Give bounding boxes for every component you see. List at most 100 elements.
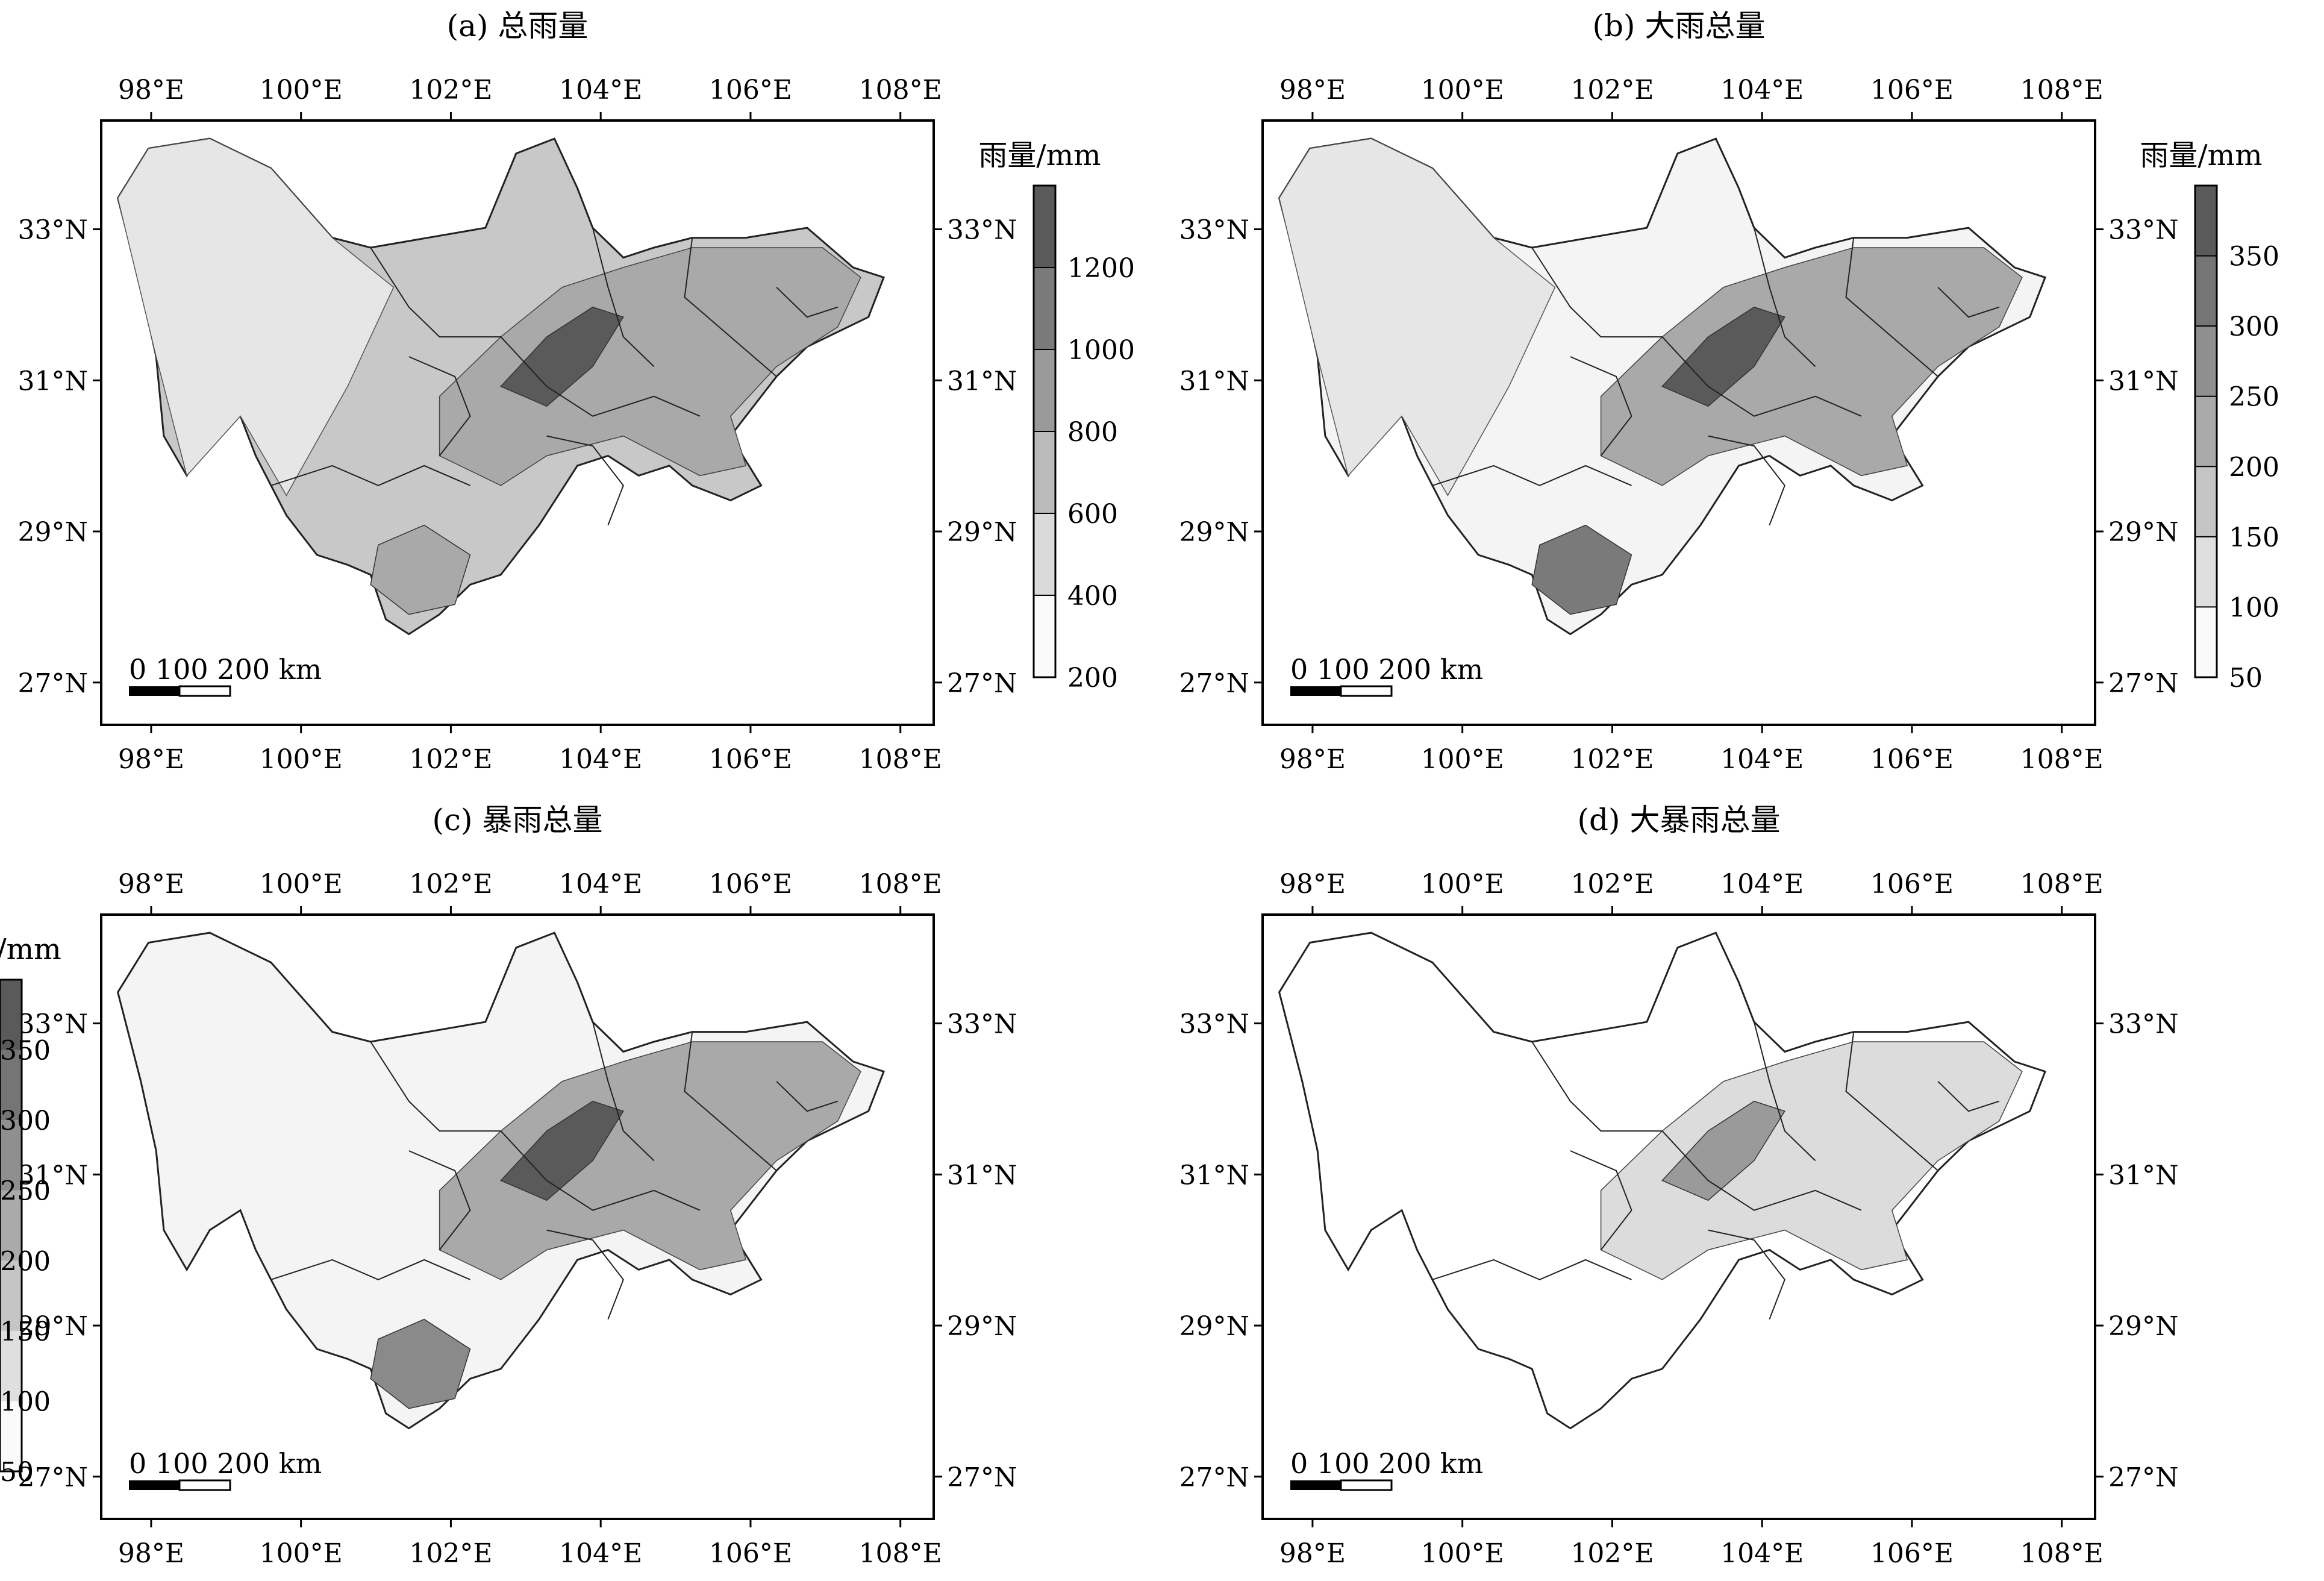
colorbar-tick-label: 1200 bbox=[1067, 253, 1135, 284]
lon-label: 102°E bbox=[1570, 75, 1654, 105]
lon-label: 106°E bbox=[709, 744, 792, 775]
county-boundary bbox=[500, 336, 701, 417]
lon-label: 98°E bbox=[118, 869, 184, 900]
lat-label: 31°N bbox=[2108, 366, 2179, 396]
lon-label: 106°E bbox=[709, 869, 792, 900]
county-boundary bbox=[370, 1041, 501, 1132]
colorbar-segment bbox=[0, 1120, 22, 1191]
lat-label: 27°N bbox=[18, 1462, 89, 1493]
lat-label: 29°N bbox=[2108, 1311, 2179, 1342]
scale-bar-label: 0 100 200 km bbox=[1290, 1447, 1483, 1480]
lon-label: 102°E bbox=[409, 75, 492, 105]
county-boundary bbox=[1531, 247, 1663, 338]
lon-label: 100°E bbox=[1421, 75, 1504, 105]
southern-rain-region bbox=[370, 524, 471, 615]
lon-label: 104°E bbox=[1720, 1538, 1804, 1569]
colorbar-tick-label: 250 bbox=[2229, 382, 2279, 413]
lon-label: 100°E bbox=[260, 1538, 343, 1569]
lat-label: 27°N bbox=[2108, 1462, 2179, 1493]
colorbar-title: 雨量/mm bbox=[0, 933, 61, 966]
lon-label: 104°E bbox=[1720, 744, 1804, 775]
scale-bar-white bbox=[178, 1479, 231, 1491]
scale-bar-black bbox=[1290, 1480, 1341, 1490]
county-boundary bbox=[1845, 237, 1938, 377]
colorbar-segment bbox=[2195, 326, 2217, 396]
scale-bar-white bbox=[178, 685, 231, 697]
county-boundary bbox=[1661, 1130, 1862, 1211]
colorbar-segment bbox=[0, 1401, 22, 1471]
county-boundary bbox=[270, 465, 470, 486]
lon-label: 104°E bbox=[559, 869, 642, 900]
colorbar-segment bbox=[0, 1190, 22, 1261]
panel-title: (a) 总雨量 bbox=[447, 8, 589, 43]
county-boundary bbox=[1753, 1021, 1816, 1162]
colorbar-tick-label: 800 bbox=[1067, 417, 1118, 448]
scale-bar-label: 0 100 200 km bbox=[129, 653, 322, 686]
scale-bar-black bbox=[1290, 686, 1341, 696]
colorbar-title: 雨量/mm bbox=[2140, 139, 2262, 172]
colorbar-segment bbox=[0, 1260, 22, 1331]
scale-bar-black bbox=[129, 686, 180, 696]
lon-label: 104°E bbox=[559, 1538, 642, 1569]
lon-label: 102°E bbox=[409, 1538, 492, 1569]
county-boundary bbox=[1937, 287, 2000, 318]
lon-label: 108°E bbox=[2020, 1538, 2104, 1569]
lon-label: 104°E bbox=[559, 75, 642, 105]
lon-label: 104°E bbox=[1720, 75, 1804, 105]
lat-label: 27°N bbox=[947, 1462, 1017, 1493]
rain-core-region bbox=[500, 306, 624, 407]
county-boundary bbox=[1708, 435, 1785, 525]
county-boundary bbox=[776, 1081, 839, 1112]
scale-bar-white bbox=[1340, 1479, 1393, 1491]
rain-belt-region bbox=[439, 247, 861, 486]
county-boundary bbox=[1708, 1229, 1785, 1320]
colorbar-tick-label: 100 bbox=[2229, 592, 2279, 623]
lat-label: 27°N bbox=[1179, 668, 1250, 699]
lon-label: 98°E bbox=[1279, 869, 1346, 900]
colorbar-tick-label: 250 bbox=[0, 1176, 51, 1207]
county-boundary bbox=[546, 1229, 624, 1320]
lon-label: 102°E bbox=[1570, 869, 1654, 900]
lon-label: 106°E bbox=[1870, 75, 1954, 105]
lat-label: 29°N bbox=[947, 1311, 1017, 1342]
lon-label: 98°E bbox=[1279, 75, 1346, 105]
colorbar-segment bbox=[2195, 186, 2217, 256]
lat-label: 29°N bbox=[2108, 517, 2179, 548]
lat-label: 29°N bbox=[1179, 1311, 1250, 1342]
colorbar-tick-label: 100 bbox=[0, 1386, 51, 1417]
lon-label: 104°E bbox=[1720, 869, 1804, 900]
lat-label: 33°N bbox=[947, 1009, 1017, 1040]
colorbar-segment bbox=[1034, 186, 1055, 268]
county-boundary bbox=[500, 1130, 701, 1211]
county-boundary bbox=[684, 1032, 777, 1171]
map-panel-a: (a) 总雨量 98°E 98°E 100°E 100°E 102°E 102°E 104°E… bbox=[18, 8, 1135, 775]
lon-label: 98°E bbox=[118, 744, 184, 775]
colorbar-tick-label: 400 bbox=[1067, 581, 1118, 612]
county-boundary bbox=[1845, 1032, 1938, 1171]
colorbar-tick-label: 200 bbox=[2229, 452, 2279, 483]
county-boundary bbox=[1570, 356, 1632, 457]
scale-bar-black bbox=[129, 1480, 180, 1490]
colorbar-tick-label: 200 bbox=[0, 1246, 51, 1277]
lat-label: 27°N bbox=[947, 668, 1017, 699]
lon-label: 106°E bbox=[709, 1538, 792, 1569]
county-boundary bbox=[592, 227, 655, 368]
colorbar-segment bbox=[1034, 431, 1055, 513]
panel-title: (b) 大雨总量 bbox=[1593, 8, 1766, 43]
lon-label: 100°E bbox=[1421, 869, 1504, 900]
county-boundary bbox=[1753, 227, 1816, 368]
colorbar-tick-label: 50 bbox=[2229, 663, 2263, 693]
lat-label: 27°N bbox=[2108, 668, 2179, 699]
colorbar-tick-label: 1000 bbox=[1067, 335, 1135, 366]
southern-rain-region bbox=[370, 1318, 471, 1409]
lon-label: 100°E bbox=[260, 869, 343, 900]
county-boundary bbox=[776, 287, 839, 318]
rain-core-region bbox=[1661, 1100, 1785, 1201]
lon-label: 108°E bbox=[2020, 869, 2104, 900]
panel-title: (d) 大暴雨总量 bbox=[1578, 803, 1781, 837]
lat-label: 31°N bbox=[18, 366, 89, 396]
county-boundary bbox=[1661, 336, 1862, 417]
lon-label: 108°E bbox=[859, 869, 942, 900]
lon-label: 108°E bbox=[859, 744, 942, 775]
colorbar-segment bbox=[2195, 255, 2217, 327]
